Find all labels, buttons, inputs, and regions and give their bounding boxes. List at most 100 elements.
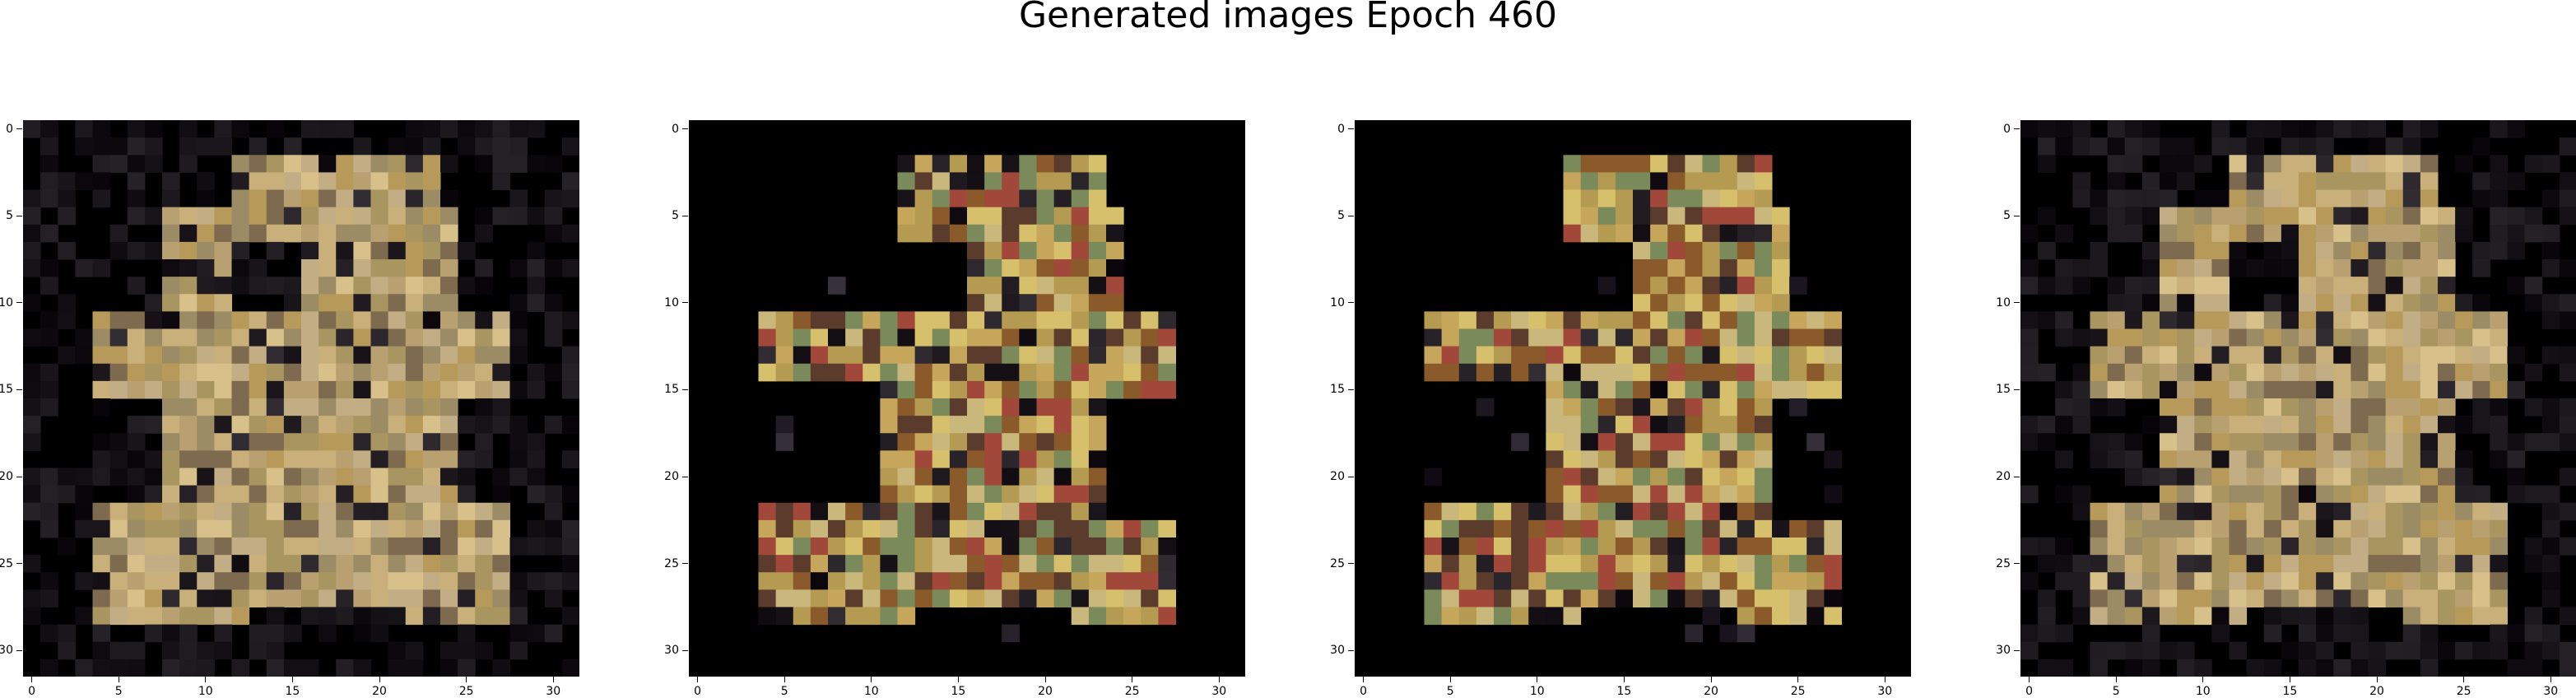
- x-tick-mark: [783, 677, 785, 682]
- x-tick-label: 5: [1446, 685, 1454, 698]
- y-tick-label: 0: [6, 122, 13, 136]
- x-tick-mark: [957, 677, 959, 682]
- y-tick-mark: [2014, 563, 2020, 565]
- y-tick-mark: [16, 389, 22, 390]
- y-tick-mark: [1348, 649, 1354, 651]
- y-tick-label: 5: [672, 209, 679, 223]
- x-tick-label: 10: [198, 685, 213, 698]
- y-tick-label: 5: [1337, 209, 1345, 223]
- pixel-image: [23, 120, 579, 677]
- y-tick-label: 30: [664, 644, 679, 658]
- x-tick-mark: [871, 677, 872, 682]
- y-tick-label: 10: [1330, 295, 1345, 309]
- x-tick-label: 5: [780, 685, 788, 698]
- y-tick-label: 20: [0, 470, 13, 484]
- x-tick-label: 20: [372, 685, 387, 698]
- x-tick-mark: [1363, 677, 1365, 682]
- y-tick-label: 0: [2003, 122, 2011, 136]
- x-tick-label: 15: [2282, 685, 2298, 698]
- x-tick-label: 30: [546, 685, 561, 698]
- x-tick-label: 25: [2456, 685, 2471, 698]
- y-tick-mark: [1348, 389, 1354, 390]
- generated-image-2: [689, 120, 1245, 677]
- y-tick-label: 5: [2003, 209, 2011, 223]
- x-tick-label: 10: [1529, 685, 1545, 698]
- y-tick-label: 15: [0, 383, 13, 397]
- x-tick-label: 30: [2543, 685, 2559, 698]
- y-tick-mark: [682, 649, 688, 651]
- y-tick-label: 25: [1330, 556, 1345, 570]
- y-tick-label: 30: [1996, 644, 2011, 658]
- x-tick-mark: [2029, 677, 2030, 682]
- x-tick-mark: [697, 677, 699, 682]
- y-tick-label: 10: [1996, 295, 2011, 309]
- pixel-image: [1355, 120, 1911, 677]
- x-tick-mark: [2115, 677, 2117, 682]
- x-tick-mark: [1449, 677, 1451, 682]
- y-tick-mark: [682, 302, 688, 304]
- generated-image-3: [1355, 120, 1911, 677]
- y-tick-mark: [16, 649, 22, 651]
- generated-image-4: [2020, 120, 2576, 677]
- y-tick-mark: [1348, 302, 1354, 304]
- x-tick-label: 15: [951, 685, 966, 698]
- x-tick-mark: [466, 677, 467, 682]
- x-tick-label: 20: [1704, 685, 1718, 698]
- y-tick-label: 25: [0, 556, 13, 570]
- x-tick-label: 0: [1360, 685, 1368, 698]
- y-tick-mark: [2014, 649, 2020, 651]
- x-tick-mark: [2376, 677, 2378, 682]
- y-tick-label: 20: [1996, 470, 2011, 484]
- x-tick-mark: [31, 677, 33, 682]
- y-tick-mark: [682, 389, 688, 390]
- x-tick-mark: [291, 677, 293, 682]
- y-tick-label: 0: [672, 122, 679, 136]
- y-tick-label: 20: [664, 470, 679, 484]
- x-tick-mark: [1797, 677, 1799, 682]
- y-tick-mark: [682, 128, 688, 130]
- y-tick-label: 20: [1330, 470, 1345, 484]
- x-tick-label: 5: [114, 685, 123, 698]
- x-tick-mark: [2550, 677, 2551, 682]
- y-tick-label: 10: [0, 295, 13, 309]
- x-tick-label: 0: [2025, 685, 2034, 698]
- y-tick-mark: [16, 128, 22, 130]
- y-tick-label: 15: [1330, 383, 1345, 397]
- x-tick-mark: [1218, 677, 1220, 682]
- y-tick-mark: [682, 563, 688, 565]
- x-tick-label: 10: [2195, 685, 2211, 698]
- x-tick-label: 25: [1790, 685, 1806, 698]
- y-tick-label: 25: [1996, 556, 2011, 570]
- pixel-image: [2020, 120, 2576, 677]
- y-tick-label: 30: [1330, 644, 1345, 658]
- y-tick-mark: [2014, 389, 2020, 390]
- y-tick-mark: [1348, 128, 1354, 130]
- x-tick-mark: [205, 677, 207, 682]
- y-tick-label: 10: [664, 295, 679, 309]
- x-tick-label: 10: [863, 685, 879, 698]
- x-tick-label: 0: [694, 685, 702, 698]
- y-tick-label: 30: [0, 644, 13, 658]
- generated-image-1: [23, 120, 579, 677]
- x-tick-label: 30: [1877, 685, 1893, 698]
- y-tick-mark: [1348, 563, 1354, 565]
- x-tick-mark: [552, 677, 554, 682]
- x-tick-mark: [2463, 677, 2465, 682]
- y-tick-label: 25: [664, 556, 679, 570]
- y-tick-label: 15: [664, 383, 679, 397]
- x-tick-label: 15: [1616, 685, 1632, 698]
- x-tick-label: 25: [1124, 685, 1140, 698]
- x-tick-label: 25: [458, 685, 474, 698]
- y-tick-mark: [16, 563, 22, 565]
- x-tick-mark: [1710, 677, 1712, 682]
- x-tick-label: 20: [1038, 685, 1053, 698]
- y-tick-mark: [16, 302, 22, 304]
- y-tick-label: 15: [1996, 383, 2011, 397]
- x-tick-label: 5: [2112, 685, 2120, 698]
- x-tick-mark: [1623, 677, 1625, 682]
- x-tick-label: 0: [28, 685, 36, 698]
- x-tick-label: 30: [1211, 685, 1227, 698]
- y-tick-label: 0: [1337, 122, 1345, 136]
- x-tick-mark: [2202, 677, 2204, 682]
- x-tick-mark: [1044, 677, 1046, 682]
